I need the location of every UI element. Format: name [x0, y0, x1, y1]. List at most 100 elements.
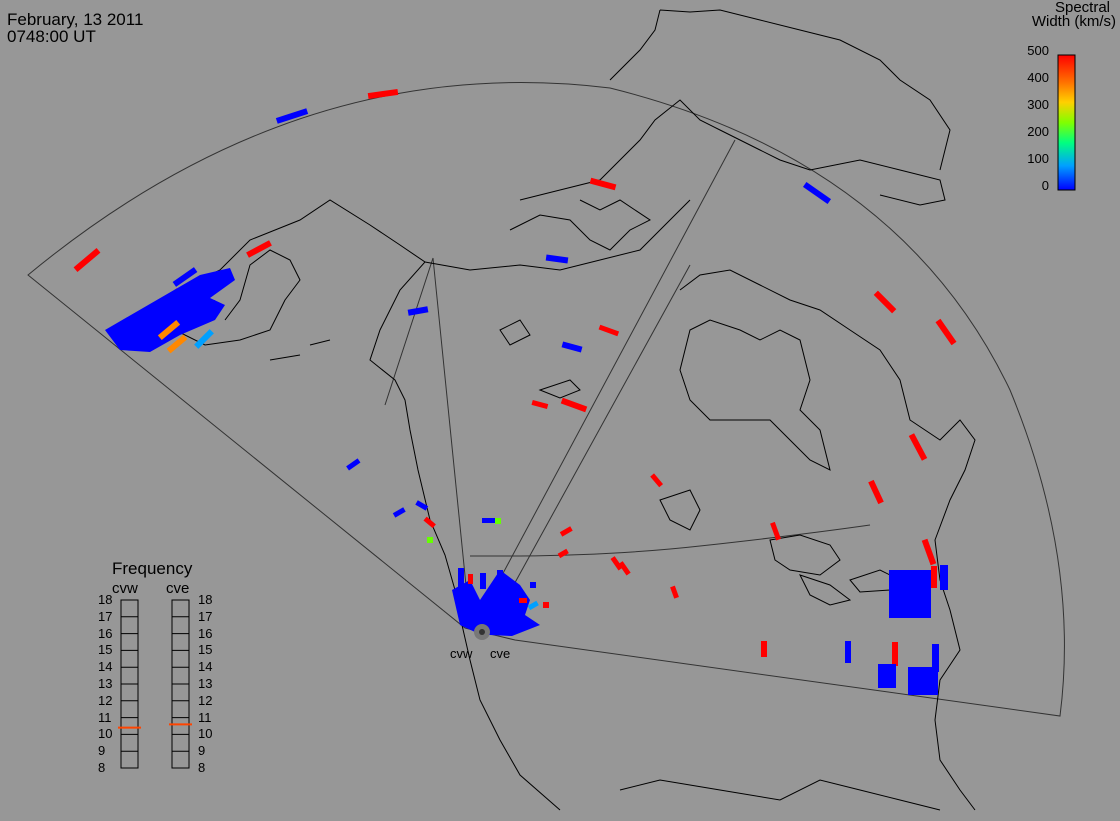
- scatter-patch: [73, 248, 101, 272]
- scatter-patch: [246, 240, 272, 258]
- scatter-patch: [415, 500, 429, 511]
- radar-label-east: cve: [490, 646, 511, 661]
- scatter-patch: [921, 538, 937, 566]
- scatter-patch: [598, 324, 620, 337]
- scatter-patch: [543, 602, 549, 608]
- scatter-patch: [530, 582, 536, 588]
- scatter-patch: [157, 319, 181, 341]
- frequency-gauges: [118, 599, 192, 769]
- scatter-patch: [346, 458, 361, 471]
- scatter-patch: [427, 537, 433, 543]
- scatter-patch: [940, 565, 948, 590]
- scatter-cluster: [878, 664, 896, 688]
- frequency-tick-label-left: 9: [98, 743, 106, 759]
- scatter-patch: [560, 397, 588, 413]
- radar-site-center: [479, 629, 485, 635]
- scatter-patch: [166, 334, 188, 354]
- frequency-tick-label-left: 17: [98, 608, 113, 624]
- scatter-patch: [589, 177, 617, 191]
- scatter-patch: [194, 329, 214, 349]
- frequency-tick-label-right: 8: [198, 760, 206, 775]
- frequency-tick-label-left: 10: [98, 726, 113, 742]
- frequency-tick-label-left: 14: [98, 659, 113, 675]
- frequency-tick-label-right: 9: [198, 743, 206, 759]
- scatter-patch: [561, 341, 583, 353]
- frequency-right-label: cve: [166, 580, 190, 597]
- scatter-patch: [868, 479, 884, 505]
- frequency-tick-label-left: 11: [98, 709, 112, 725]
- frequency-panel-title: Frequency: [112, 559, 193, 578]
- scatter-patch: [802, 181, 832, 205]
- frequency-tick-label-right: 16: [198, 625, 213, 641]
- field-of-view-outline: [27, 82, 1065, 717]
- scatter-patch: [559, 526, 573, 537]
- scatter-patch: [531, 399, 549, 409]
- scatter-patch: [407, 306, 429, 316]
- scatter-patch: [497, 570, 503, 588]
- coastlines: [109, 9, 976, 811]
- scatter-patch: [423, 516, 436, 529]
- colorbar-tick-label: 500: [1027, 43, 1049, 58]
- scatter-patch: [610, 556, 623, 571]
- frequency-tick-label-right: 12: [198, 692, 213, 708]
- scatter-patch: [275, 108, 309, 124]
- scatter-patch: [392, 507, 406, 518]
- scatter-patch: [650, 473, 664, 488]
- colorbar-tick-label: 100: [1027, 151, 1049, 166]
- scatter-patch: [482, 518, 496, 523]
- radar-label-west: cvw: [450, 646, 473, 661]
- scatter-patch: [468, 574, 473, 584]
- colorbar-tick-label: 400: [1027, 70, 1049, 85]
- frequency-left-label: cvw: [112, 580, 138, 597]
- frequency-tick-label-right: 18: [198, 592, 213, 607]
- scatter-patch: [770, 521, 781, 541]
- colorbar-tick-label: 0: [1041, 178, 1049, 193]
- frequency-tick-label-right: 10: [198, 726, 213, 742]
- frequency-tick-label-left: 13: [98, 676, 113, 691]
- scatter-patch: [495, 518, 501, 524]
- time-label: 0748:00 UT: [7, 27, 96, 46]
- scatter-patch: [367, 88, 399, 100]
- frequency-tick-label-left: 16: [98, 625, 113, 641]
- scatter-patch: [557, 548, 569, 559]
- scatter-patch: [931, 566, 937, 588]
- frequency-tick-label-right: 17: [198, 608, 213, 624]
- colorbar-title-line2: Width (km/s): [1031, 13, 1116, 30]
- scatter-patch: [932, 644, 939, 672]
- colorbar-tick-label: 200: [1027, 124, 1049, 139]
- scatter-patch: [519, 598, 527, 603]
- scatter-patch: [873, 290, 897, 314]
- near-radar-scatter: [452, 570, 540, 636]
- scatter-patch: [892, 642, 898, 666]
- scatter-cluster: [889, 570, 931, 618]
- colorbar-title-line1: Spectral: [1054, 0, 1110, 16]
- scatter-patch: [618, 561, 631, 576]
- frequency-tick-label-right: 11: [198, 709, 212, 725]
- date-label: February, 13 2011: [7, 10, 144, 29]
- scatter-patch: [172, 267, 198, 287]
- scatter-patch: [935, 318, 957, 346]
- colorbar-tick-label: 300: [1027, 97, 1049, 112]
- radar-sites: [474, 624, 490, 640]
- scatter-patch: [761, 641, 767, 657]
- frequency-tick-label-left: 15: [98, 642, 113, 658]
- frequency-tick-label-right: 15: [198, 642, 213, 658]
- scatter-patch: [480, 573, 486, 589]
- frequency-tick-label-left: 18: [98, 592, 113, 607]
- frequency-tick-label-right: 14: [198, 659, 213, 675]
- backscatter-patches: [73, 88, 957, 695]
- colorbar-gradient: [1057, 54, 1076, 191]
- scatter-patch: [908, 433, 928, 461]
- scatter-patch: [545, 254, 569, 264]
- frequency-tick-label-right: 13: [198, 676, 213, 691]
- scatter-patch: [845, 641, 851, 663]
- frequency-tick-label-left: 8: [98, 760, 106, 775]
- colorbar: [1057, 54, 1076, 191]
- scatter-patch: [458, 568, 464, 588]
- scatter-patch: [670, 585, 679, 599]
- frequency-tick-label-left: 12: [98, 692, 113, 708]
- scatter-patch: [527, 600, 539, 611]
- scatter-cluster: [105, 268, 235, 352]
